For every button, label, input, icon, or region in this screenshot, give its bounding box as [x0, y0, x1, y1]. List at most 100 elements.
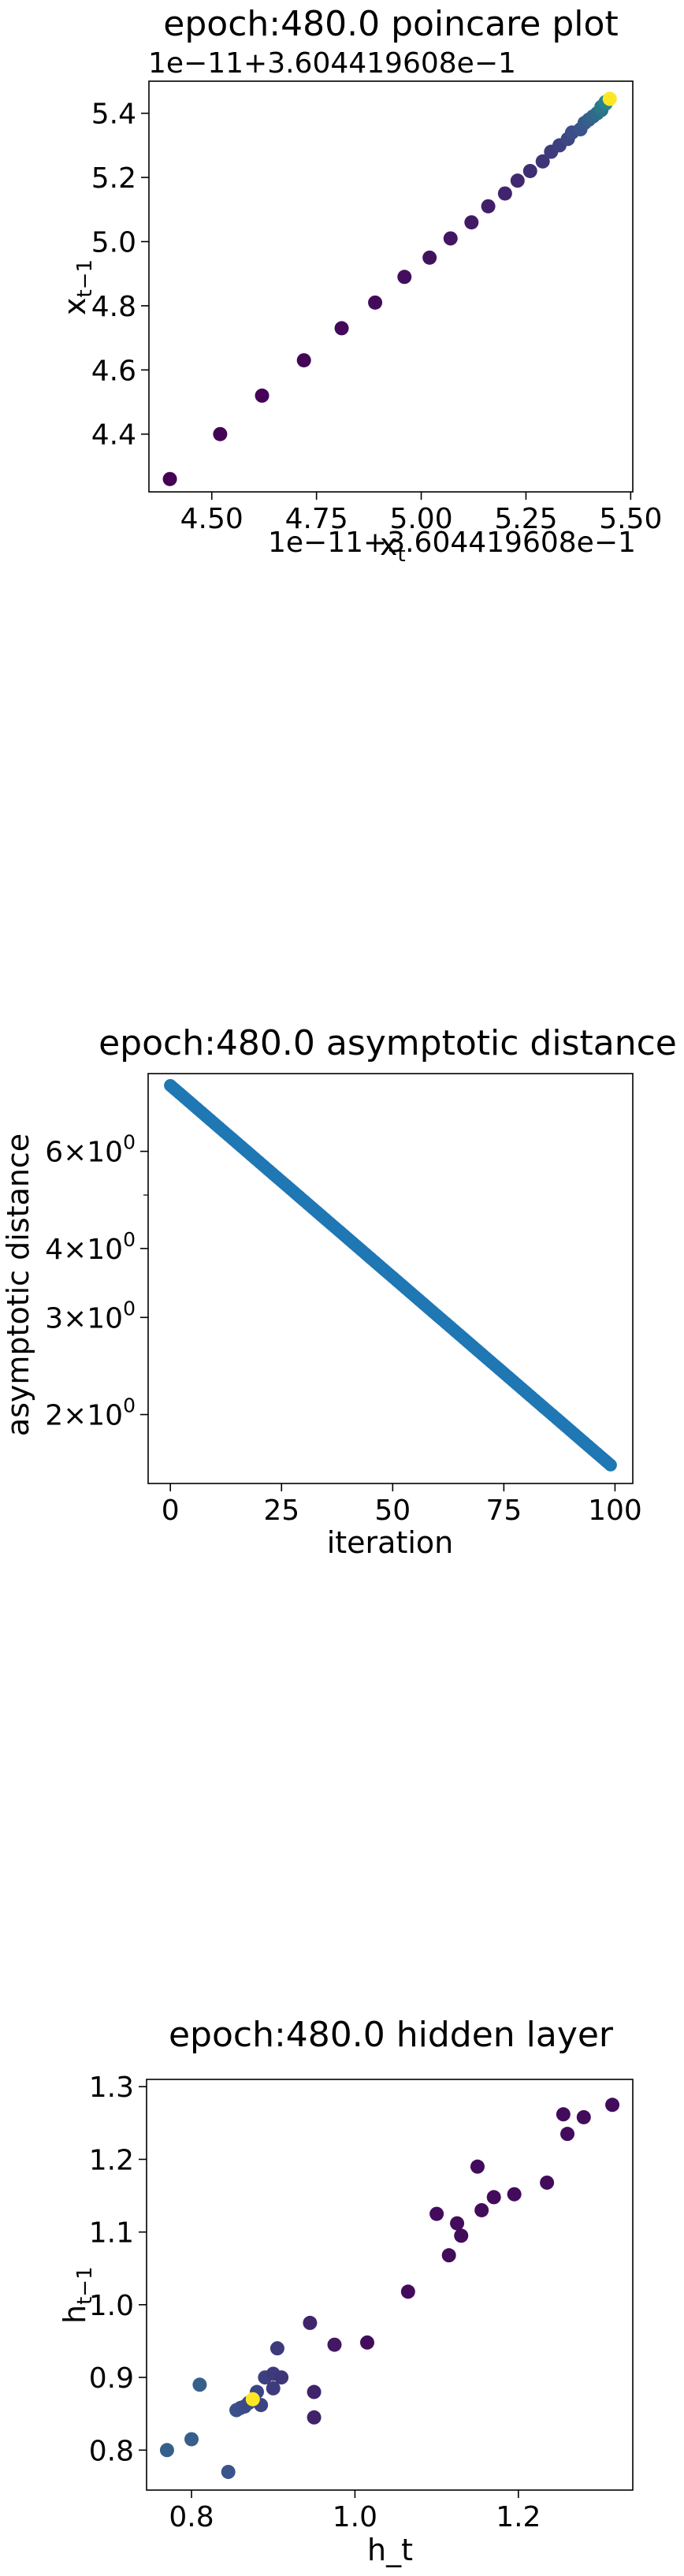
- x-tick-label: 4.75: [285, 503, 348, 535]
- y-tick-label: 3×100: [45, 1297, 136, 1335]
- data-point: [274, 2370, 289, 2385]
- y-tick-label-mantissa: 3×10: [45, 1302, 123, 1335]
- data-point: [266, 2381, 281, 2395]
- x-tick-label: 5.50: [599, 503, 662, 535]
- data-point: [535, 154, 550, 169]
- data-point: [307, 2384, 322, 2399]
- asymptotic-axes-frame: [147, 1073, 634, 1484]
- hidden-layer-x-label: h_t: [367, 2533, 413, 2567]
- data-point: [221, 2464, 236, 2479]
- data-point: [184, 2432, 199, 2447]
- hidden-layer-axes-frame: [146, 2079, 634, 2491]
- y-tick-label: 1.3: [89, 2072, 134, 2104]
- data-point: [429, 2206, 444, 2221]
- data-point: [159, 2443, 174, 2458]
- poincare-chart: epoch:480.0 poincare plot 1e−11+3.604419…: [58, 4, 662, 567]
- y-tick-label-exponent: 0: [123, 1297, 136, 1320]
- y-tick-label: 4.6: [91, 355, 136, 387]
- hidden-layer-y-label-sub: t−1: [73, 2266, 97, 2305]
- data-point: [443, 231, 458, 246]
- asymptotic-x-ticks: 0 25 50 75 100: [162, 1483, 642, 1527]
- data-point: [602, 91, 617, 106]
- hidden-layer-y-ticks: 0.8 0.9 1.0 1.1 1.2 1.3: [89, 2072, 147, 2467]
- y-tick-label: 4.8: [91, 291, 136, 323]
- x-tick-label: 0.8: [169, 2501, 214, 2533]
- x-tick-label: 50: [374, 1495, 411, 1527]
- y-tick-label: 5.4: [91, 99, 136, 131]
- x-tick-label: 5.25: [494, 503, 557, 535]
- data-point: [560, 2127, 575, 2142]
- asymptotic-title: epoch:480.0 asymptotic distance: [99, 1023, 677, 1063]
- poincare-y-label: xt−1: [58, 259, 97, 315]
- x-tick-label: 1.0: [333, 2501, 377, 2533]
- y-tick-label-mantissa: 6×10: [45, 1137, 123, 1169]
- y-tick-label: 6×100: [45, 1131, 136, 1169]
- data-point: [510, 173, 525, 188]
- data-point: [334, 321, 349, 336]
- data-point: [162, 471, 177, 486]
- data-point: [359, 2335, 374, 2350]
- data-point: [303, 2315, 318, 2330]
- y-tick-label-exponent: 0: [123, 1131, 136, 1154]
- y-tick-label-mantissa: 2×10: [45, 1400, 123, 1432]
- data-point: [245, 2392, 260, 2407]
- x-tick-label: 5.00: [389, 503, 452, 535]
- hidden-layer-y-label-main: h: [58, 2305, 92, 2324]
- x-tick-label: 75: [485, 1495, 522, 1527]
- poincare-x-ticks: 4.50 4.75 5.00 5.25 5.50: [180, 492, 662, 535]
- data-point: [213, 426, 228, 441]
- data-point: [497, 186, 512, 201]
- data-point: [486, 2190, 501, 2205]
- asymptotic-y-label: asymptotic distance: [1, 1134, 35, 1436]
- data-point: [192, 2377, 207, 2392]
- data-point: [522, 163, 537, 178]
- data-point: [474, 2202, 489, 2217]
- data-point: [605, 2098, 620, 2113]
- hidden-layer-y-label: ht−1: [58, 2266, 97, 2324]
- y-tick-label-exponent: 0: [123, 1228, 136, 1251]
- data-point: [540, 2175, 555, 2190]
- y-tick-label-mantissa: 4×10: [45, 1234, 123, 1266]
- poincare-y-ticks: 4.4 4.6 4.8 5.0 5.2 5.4: [91, 99, 149, 452]
- asymptotic-series: [164, 1079, 617, 1472]
- x-tick-label: 1.2: [496, 2501, 541, 2533]
- data-point: [450, 2216, 465, 2231]
- y-tick-label: 5.2: [91, 162, 136, 195]
- poincare-y-label-main: x: [58, 298, 92, 316]
- data-point: [397, 270, 412, 285]
- data-point: [576, 2109, 591, 2124]
- y-tick-label: 2×100: [45, 1394, 136, 1432]
- data-point: [422, 250, 437, 265]
- data-point: [270, 2341, 284, 2356]
- data-point: [307, 2410, 322, 2425]
- data-point: [368, 295, 383, 310]
- data-point: [327, 2337, 342, 2352]
- data-point: [441, 2248, 456, 2263]
- asymptotic-chart: epoch:480.0 asymptotic distance 0 25 50 75 1…: [1, 1023, 677, 1560]
- data-point: [556, 2107, 571, 2122]
- asymptotic-x-label: iteration: [327, 1525, 454, 1560]
- poincare-x-label-main: x: [380, 527, 398, 562]
- data-point: [400, 2284, 415, 2299]
- poincare-points: [162, 91, 617, 486]
- poincare-y-label-sub: t−1: [73, 259, 97, 298]
- hidden-layer-x-ticks: 0.8 1.0 1.2: [169, 2490, 541, 2533]
- poincare-y-offset: 1e−11+3.604419608e−1: [148, 47, 516, 80]
- data-point: [296, 353, 311, 368]
- poincare-title: epoch:480.0 poincare plot: [163, 4, 618, 44]
- hidden-layer-points: [159, 2098, 620, 2479]
- x-tick-label: 4.50: [180, 503, 243, 535]
- data-point: [481, 199, 496, 214]
- x-tick-label: 25: [263, 1495, 299, 1527]
- poincare-axes-frame: [148, 80, 634, 493]
- y-tick-label: 5.0: [91, 227, 136, 259]
- y-tick-label: 4×100: [45, 1228, 136, 1266]
- x-tick-label: 0: [162, 1495, 180, 1527]
- y-tick-label: 1.2: [89, 2144, 134, 2176]
- data-point: [464, 215, 479, 230]
- y-tick-label-exponent: 0: [123, 1394, 136, 1417]
- poincare-x-label: xt: [380, 527, 406, 567]
- data-point: [255, 388, 270, 403]
- poincare-x-label-sub: t: [398, 543, 406, 567]
